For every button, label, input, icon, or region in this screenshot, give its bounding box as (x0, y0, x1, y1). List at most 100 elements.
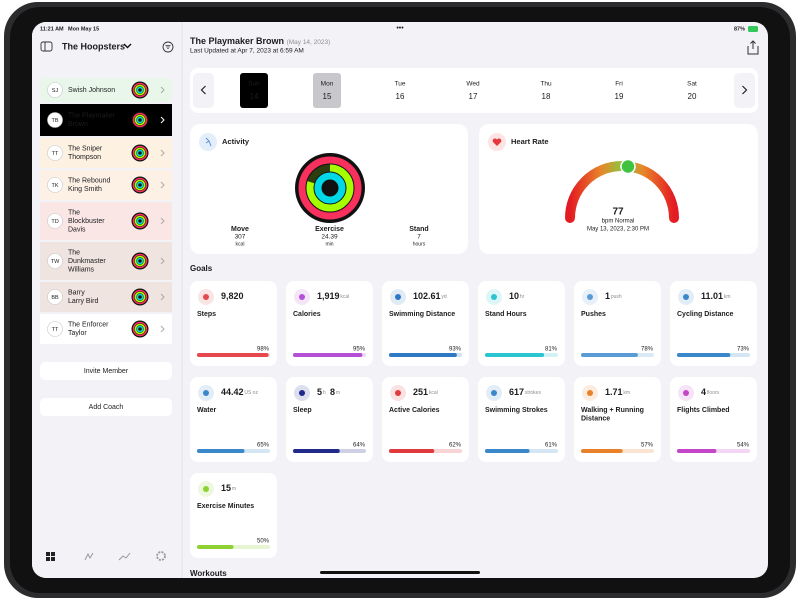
prev-week-icon (200, 85, 206, 95)
goal-progress-bar (485, 353, 545, 357)
goal-unit: km (724, 294, 731, 300)
next-week-button[interactable] (734, 73, 755, 108)
day-date[interactable]: 20 (688, 92, 697, 101)
day-date[interactable]: 19 (615, 92, 624, 101)
sidebar-toggle-icon[interactable] (40, 41, 53, 52)
member-ring (136, 86, 144, 94)
goal-icon (491, 390, 497, 396)
goal-reading: 44.42US oz (221, 387, 258, 397)
activity-metric-name: Stand (409, 226, 428, 233)
goal-name: Exercise Minutes (197, 503, 254, 510)
sidebar-button[interactable] (40, 398, 172, 416)
goal-unit: push (611, 294, 622, 300)
member-ring (136, 325, 144, 333)
goal-card[interactable] (382, 377, 469, 462)
day-name[interactable]: Fri (615, 81, 623, 88)
day-name[interactable]: Tue (395, 81, 406, 88)
member-name: Brown (68, 121, 88, 128)
member-avatar (47, 321, 63, 337)
goal-unit: floors (707, 390, 720, 396)
day-date[interactable]: 17 (469, 92, 478, 101)
battery-icon (748, 26, 758, 32)
home-indicator (320, 571, 480, 574)
goal-value: 617 (509, 387, 524, 397)
day-today[interactable] (313, 73, 341, 108)
member-chevron (160, 116, 165, 124)
goal-progress-label: 73% (737, 347, 750, 353)
heart-rate-value: 77 (612, 207, 624, 218)
dashboard-tab[interactable] (46, 552, 55, 561)
activity-icon (205, 137, 212, 147)
heart-rate-status: bpm Normal (602, 219, 635, 225)
member-ring (132, 82, 148, 98)
member-name: The Playmaker (68, 113, 116, 120)
goal-value: 1.71 (605, 387, 623, 397)
goal-value: 11.01 (701, 291, 723, 301)
goal-card[interactable] (478, 281, 565, 366)
member-ring (132, 213, 148, 229)
day-name[interactable]: Wed (466, 81, 480, 88)
team-name[interactable]: The Hoopsters (62, 41, 125, 51)
member-initials: TT (52, 327, 59, 333)
goal-unit: strokes (525, 390, 542, 396)
team-dropdown-chevron[interactable] (123, 43, 132, 49)
day-name[interactable]: Sat (687, 81, 697, 88)
exercise-ring (306, 164, 354, 212)
stand-ring (314, 172, 346, 204)
day-name[interactable]: Sun (248, 81, 260, 88)
goal-card[interactable] (574, 281, 661, 366)
goal-value: 102.61 (413, 291, 441, 301)
goal-progress-label: 54% (737, 443, 750, 449)
goal-name: Swimming Distance (389, 311, 455, 318)
goal-card[interactable] (190, 377, 277, 462)
goal-progress-bar (197, 353, 269, 357)
goal-value: 10 (509, 291, 519, 301)
trends-tab[interactable] (118, 552, 131, 561)
member-name: The Rebound (68, 178, 111, 185)
share-icon[interactable] (747, 40, 759, 55)
heart-rate-card[interactable] (479, 124, 758, 254)
member-name: Taylor (68, 330, 87, 337)
goal-name: Water (197, 407, 216, 414)
goal-card[interactable] (286, 377, 373, 462)
day-name[interactable]: Mon (321, 81, 334, 88)
member-ring (136, 293, 144, 301)
filter-icon[interactable] (162, 41, 174, 53)
member-avatar (47, 177, 63, 193)
goal-card[interactable] (190, 281, 277, 366)
goal-value: 5 (317, 387, 322, 397)
status-date: Mon May 15 (68, 26, 99, 32)
goal-card[interactable] (190, 473, 277, 558)
goal-card[interactable] (574, 377, 661, 462)
goal-card[interactable] (670, 377, 757, 462)
settings-tab[interactable] (156, 551, 166, 561)
member-avatar (47, 253, 63, 269)
next-week-icon (742, 85, 748, 95)
goal-unit: US oz (244, 390, 258, 396)
goal-progress-bar (485, 449, 530, 453)
goal-card[interactable] (382, 281, 469, 366)
member-ring (132, 321, 148, 337)
day-date[interactable]: 16 (396, 92, 405, 101)
prev-week-button[interactable] (193, 73, 214, 108)
member-initials: BB (51, 295, 59, 301)
goal-card[interactable] (286, 281, 373, 366)
goal-card[interactable] (478, 377, 565, 462)
goal-icon (683, 294, 689, 300)
day-date[interactable]: 14 (250, 92, 259, 101)
day-date[interactable]: 18 (542, 92, 551, 101)
goal-name: Flights Climbed (677, 407, 730, 414)
workout-tab[interactable] (84, 552, 94, 561)
heart-rate-indicator (620, 158, 636, 175)
day-date[interactable]: 15 (323, 92, 332, 101)
goal-value: 1,919 (317, 291, 340, 301)
goal-progress-label: 64% (353, 443, 366, 449)
goal-card[interactable] (670, 281, 757, 366)
multitask-dots: ••• (396, 25, 404, 32)
day-name[interactable]: Thu (540, 81, 552, 88)
day-selected[interactable] (240, 73, 268, 108)
member-ring (132, 177, 148, 193)
goal-value: 1 (605, 291, 610, 301)
sidebar-button[interactable] (40, 362, 172, 380)
